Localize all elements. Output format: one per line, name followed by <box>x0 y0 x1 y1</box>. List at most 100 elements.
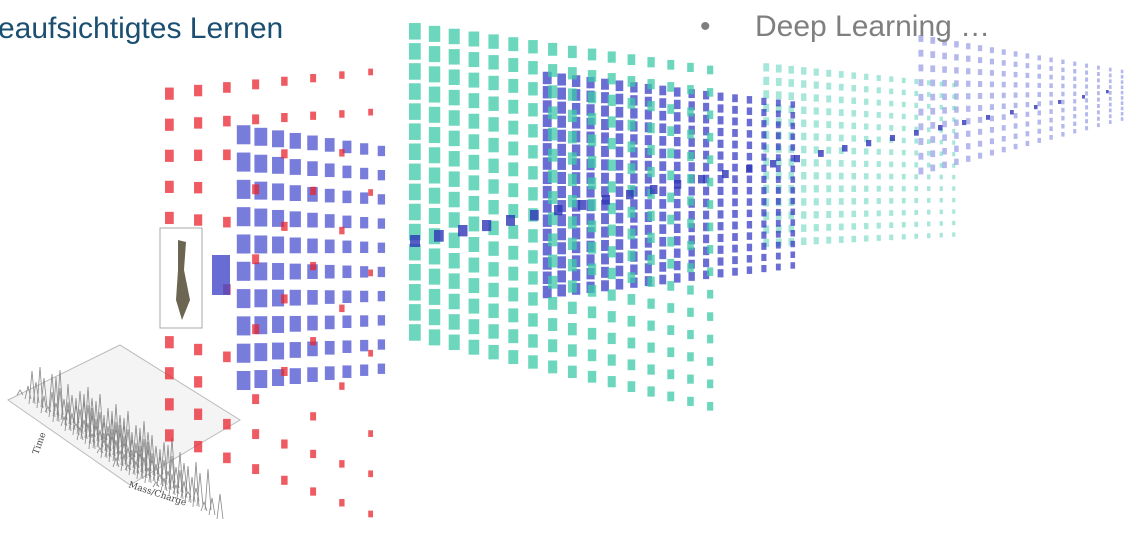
unit <box>718 140 724 148</box>
unit <box>469 319 480 334</box>
unit <box>1061 92 1064 97</box>
unit <box>990 47 994 53</box>
link-node <box>626 190 634 199</box>
unit <box>429 87 440 103</box>
unit <box>429 127 440 143</box>
unit <box>927 127 930 132</box>
unit <box>1109 114 1112 118</box>
unit <box>978 129 982 135</box>
unit <box>747 266 752 274</box>
unit <box>223 116 231 127</box>
unit <box>839 97 844 104</box>
unit <box>508 350 518 364</box>
unit <box>990 93 994 99</box>
unit <box>608 116 616 127</box>
link-node <box>986 115 990 120</box>
unit <box>449 171 460 186</box>
unit <box>469 155 480 170</box>
unit <box>659 250 666 260</box>
unit <box>801 159 806 166</box>
unit <box>761 232 766 239</box>
unit <box>801 198 806 205</box>
unit <box>978 45 982 51</box>
unit <box>659 136 666 146</box>
unit <box>409 284 421 301</box>
unit <box>628 338 636 349</box>
unit <box>252 114 259 124</box>
unit <box>703 235 709 244</box>
unit <box>707 155 713 164</box>
unit <box>732 106 738 114</box>
unit <box>339 227 344 234</box>
unit <box>877 186 881 192</box>
unit <box>557 242 566 254</box>
unit <box>718 199 724 207</box>
link-node <box>578 200 586 210</box>
unit <box>252 79 259 89</box>
unit <box>237 316 251 335</box>
unit <box>747 107 752 115</box>
unit <box>254 128 267 146</box>
unit <box>761 131 766 138</box>
unit <box>674 199 681 208</box>
unit <box>449 253 460 268</box>
unit <box>877 149 881 155</box>
unit <box>254 235 267 253</box>
unit <box>488 96 498 110</box>
unit <box>1049 66 1052 71</box>
unit <box>761 176 766 183</box>
unit <box>368 470 373 477</box>
unit <box>1002 49 1006 55</box>
unit <box>940 140 943 145</box>
unit <box>469 93 480 108</box>
unit <box>889 235 893 241</box>
unit <box>826 172 831 179</box>
unit <box>488 76 498 90</box>
unit <box>488 138 498 152</box>
unit <box>608 225 616 236</box>
unit <box>647 145 654 155</box>
unit <box>732 129 738 137</box>
unit <box>616 186 624 197</box>
unit <box>864 173 868 179</box>
unit <box>978 153 982 159</box>
unit <box>272 183 284 200</box>
unit <box>368 189 373 196</box>
unit <box>927 186 930 191</box>
unit <box>588 306 596 318</box>
unit <box>1085 91 1088 95</box>
unit <box>608 51 616 62</box>
unit <box>966 81 970 87</box>
unit <box>1049 75 1052 80</box>
unit <box>588 349 596 361</box>
unit <box>290 290 301 306</box>
unit <box>776 100 781 107</box>
unit <box>776 154 781 161</box>
unit <box>747 210 752 218</box>
unit <box>409 23 421 40</box>
unit <box>1037 92 1041 97</box>
unit <box>930 108 935 115</box>
unit <box>927 151 930 156</box>
unit <box>667 303 674 313</box>
unit <box>732 210 738 218</box>
unit <box>707 178 713 187</box>
unit <box>927 80 930 85</box>
unit <box>1073 77 1076 81</box>
unit <box>1026 121 1030 126</box>
unit <box>707 357 713 366</box>
unit <box>954 133 959 139</box>
unit <box>647 57 654 67</box>
unit <box>674 149 681 158</box>
unit <box>814 107 819 114</box>
unit <box>718 151 724 159</box>
unit <box>528 229 538 242</box>
unit <box>1014 113 1018 118</box>
unit <box>429 188 440 204</box>
link-node <box>506 215 515 226</box>
unit <box>732 187 738 195</box>
unit <box>1002 82 1006 88</box>
unit <box>864 211 868 217</box>
unit <box>687 63 694 72</box>
unit <box>776 253 781 260</box>
